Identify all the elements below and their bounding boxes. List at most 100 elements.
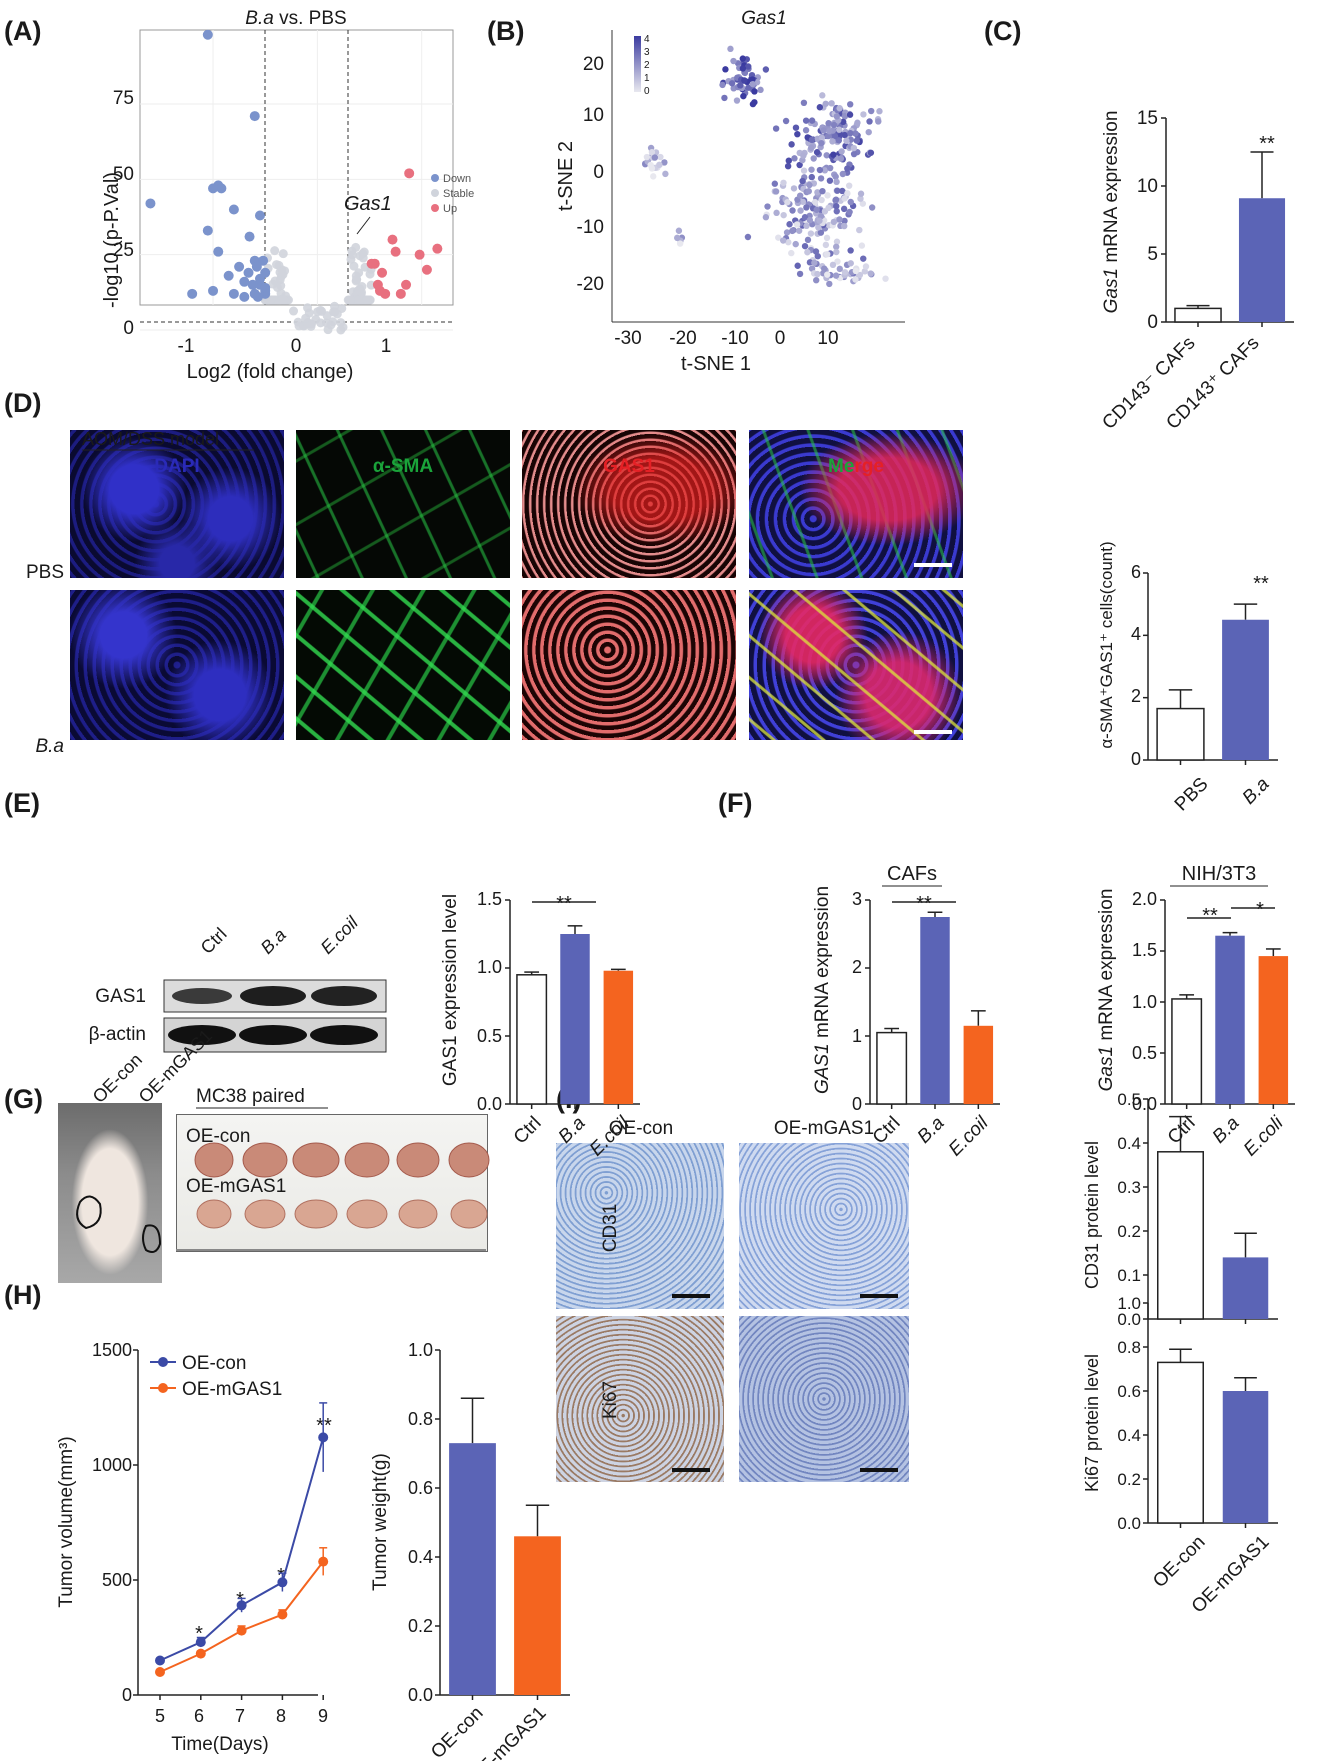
panel-label-b: (B) bbox=[487, 16, 524, 46]
i-row-cd31: CD31 bbox=[600, 1204, 621, 1253]
volcano-point-down bbox=[254, 210, 265, 221]
tsne-point bbox=[656, 161, 663, 168]
volcano-point-stable bbox=[354, 295, 364, 305]
gas1-pbs-image bbox=[522, 430, 736, 578]
d-ytick-0: 0 bbox=[1131, 749, 1141, 769]
gas1-ba-image bbox=[522, 590, 736, 740]
tsne-point bbox=[801, 242, 809, 250]
D-bar-0 bbox=[1156, 707, 1205, 761]
tsne-point bbox=[856, 271, 864, 279]
volcano-point-down bbox=[251, 261, 262, 272]
tsne-ytick-0: 20 bbox=[583, 54, 604, 75]
tsne-cbar-tick-1: 3 bbox=[644, 47, 650, 58]
h2-ytick-2: 0.4 bbox=[408, 1547, 433, 1567]
tsne-point bbox=[867, 149, 875, 156]
tsne-point bbox=[804, 236, 812, 244]
blot-band-gas1-ctrl bbox=[172, 988, 232, 1004]
h1-legend-oemgas1-marker bbox=[158, 1383, 168, 1393]
h1-point-oe-mgas1 bbox=[277, 1609, 288, 1620]
tsne-point bbox=[797, 207, 804, 214]
tsne-point bbox=[839, 187, 846, 195]
tsne-point bbox=[847, 101, 854, 108]
volcano-point-stable bbox=[337, 303, 347, 313]
g-tumor-outline-left bbox=[76, 1195, 102, 1230]
tsne-point bbox=[676, 240, 684, 247]
tsne-point bbox=[739, 65, 747, 72]
i2-ytick-1: 0.2 bbox=[1117, 1470, 1141, 1489]
tsne-point bbox=[839, 170, 847, 178]
volcano-point-stable bbox=[357, 287, 367, 297]
g-tumor-oemgas1-1 bbox=[244, 1199, 286, 1229]
tsne-point bbox=[749, 80, 757, 88]
chart-f2: NIH/3T3 Gas1 mRNA expression 0.0 0.5 1.0… bbox=[1096, 863, 1295, 1160]
tsne-point bbox=[674, 234, 681, 242]
tsne-point bbox=[764, 203, 771, 210]
tsne-point bbox=[661, 159, 668, 166]
tsne-point bbox=[793, 221, 801, 228]
i2-cat-0: OE-con bbox=[1149, 1532, 1209, 1592]
tsne-point bbox=[836, 126, 843, 133]
chart-h2: Tumor weight(g) 0.0 0.2 0.4 0.6 0.8 1.0 … bbox=[370, 1340, 570, 1761]
tsne-point bbox=[824, 250, 831, 258]
d-col-sma: α-SMA bbox=[373, 456, 434, 477]
tsne-ytick-1: 10 bbox=[583, 105, 604, 126]
f2-cat-1: B.a bbox=[1209, 1113, 1244, 1148]
blot-band-gas1-ba bbox=[240, 986, 306, 1006]
I2-bar-0 bbox=[1157, 1361, 1204, 1524]
tsne-point bbox=[852, 130, 859, 137]
f2-ytick-0: 0.0 bbox=[1132, 1094, 1157, 1114]
tsne-point bbox=[857, 195, 864, 202]
g-tumor-oecon-3 bbox=[344, 1142, 390, 1178]
tsne-point bbox=[850, 150, 858, 158]
g-tumor-oemgas1-3 bbox=[346, 1199, 388, 1229]
tsne-point bbox=[852, 267, 860, 275]
tsne-point bbox=[833, 243, 840, 250]
h1-xtick-2: 7 bbox=[235, 1706, 245, 1726]
dapi-pbs-image bbox=[70, 430, 284, 578]
f1-ytick-1: 1 bbox=[852, 1026, 862, 1046]
tsne-point bbox=[643, 153, 651, 161]
h1-xtick-1: 6 bbox=[194, 1706, 204, 1726]
c-ytick-3: 15 bbox=[1137, 108, 1158, 129]
ihc-cd31-oecon bbox=[556, 1143, 724, 1309]
h1-point-oe-con bbox=[277, 1577, 288, 1588]
c-ylabel: Gas1 mRNA expression bbox=[1101, 111, 1122, 314]
volcano-legend-down: Down bbox=[443, 173, 471, 185]
e-ytick-3: 1.5 bbox=[477, 889, 502, 909]
volcano-point-down bbox=[239, 291, 250, 302]
tsne-point bbox=[808, 173, 815, 181]
h1-point-oe-con bbox=[236, 1600, 247, 1611]
h1-ytick-3: 1500 bbox=[92, 1340, 132, 1360]
tsne-point bbox=[824, 192, 831, 199]
tsne-point bbox=[847, 129, 854, 137]
tsne-point bbox=[803, 222, 810, 230]
sma-ba-image bbox=[296, 590, 510, 740]
tsne-point bbox=[875, 118, 882, 125]
i-col-oecon: OE-con bbox=[609, 1118, 673, 1139]
volcano-point-stable bbox=[365, 269, 375, 279]
i1-ytick-2: 0.2 bbox=[1117, 1222, 1141, 1241]
tsne-point bbox=[751, 88, 758, 95]
tsne-point bbox=[808, 136, 816, 144]
tsne-point bbox=[858, 242, 866, 249]
tsne-point bbox=[840, 205, 848, 213]
tsne-point bbox=[853, 137, 860, 144]
panel-label-h: (H) bbox=[4, 1280, 41, 1310]
tsne-point bbox=[810, 155, 817, 162]
chart-f1: CAFs GAS1 mRNA expression 0 1 2 3 Ctrl B… bbox=[812, 863, 1000, 1160]
tsne-point bbox=[722, 66, 729, 73]
tsne-point bbox=[836, 265, 843, 273]
volcano-point-down bbox=[252, 291, 263, 302]
tsne-point bbox=[846, 111, 854, 118]
tsne-point bbox=[811, 259, 818, 266]
f1-sig: ** bbox=[916, 893, 932, 915]
F2-bar-1 bbox=[1215, 935, 1245, 1104]
volcano-point-down bbox=[254, 273, 265, 284]
tsne-point bbox=[789, 207, 796, 214]
volcano-point-stable bbox=[279, 295, 289, 305]
tsne-point bbox=[745, 63, 752, 70]
volcano-point-up bbox=[374, 285, 385, 296]
tsne-point bbox=[817, 229, 825, 236]
tsne-point bbox=[868, 204, 876, 211]
